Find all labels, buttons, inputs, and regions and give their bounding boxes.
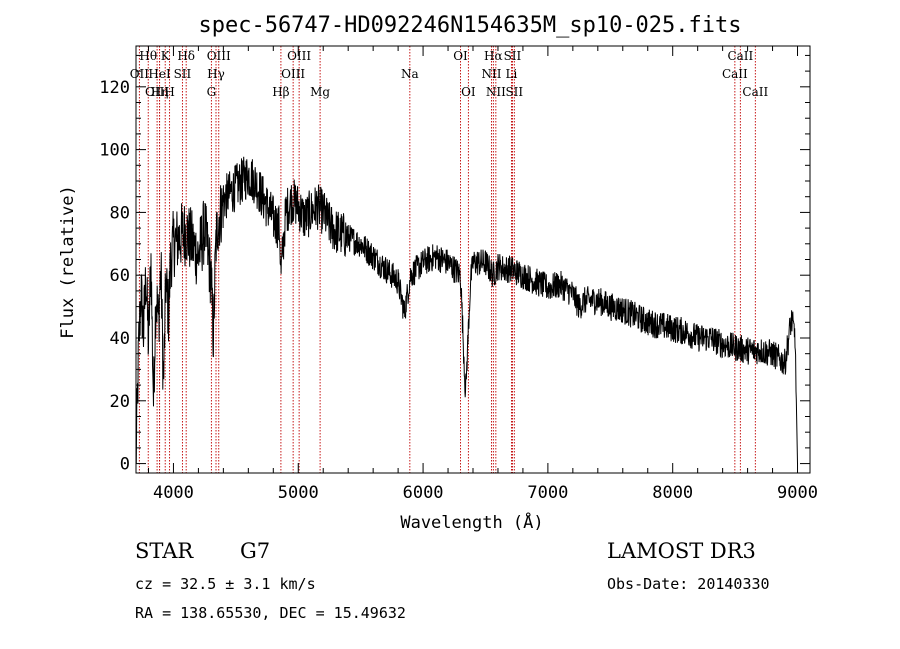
annotation-label: OIII bbox=[281, 67, 305, 81]
chart-title: spec-56747-HD092246N154635M_sp10-025.fit… bbox=[198, 13, 741, 38]
annotation-label: K bbox=[161, 49, 171, 63]
annotation-label: OI bbox=[453, 49, 468, 63]
annotation-label: Hα bbox=[484, 49, 503, 63]
survey-name: LAMOST DR3 bbox=[607, 539, 756, 563]
y-tick-label: 60 bbox=[110, 266, 130, 286]
annotation-label: G bbox=[207, 85, 217, 99]
subclass: G7 bbox=[240, 539, 271, 563]
coordinates: RA = 138.65530, DEC = 15.49632 bbox=[135, 604, 406, 622]
annotation-label: CaII bbox=[722, 67, 748, 81]
x-tick-label: 7000 bbox=[527, 483, 568, 503]
y-tick-label: 20 bbox=[110, 392, 130, 412]
x-tick-label: 8000 bbox=[652, 483, 693, 503]
y-tick-label: 100 bbox=[99, 141, 130, 161]
annotation-label: Li bbox=[506, 67, 518, 81]
annotation-label: Hγ bbox=[207, 67, 225, 81]
y-axis-label: Flux (relative) bbox=[58, 185, 78, 339]
x-tick-label: 6000 bbox=[403, 483, 444, 503]
object-class: STAR bbox=[135, 539, 194, 563]
annotation-label: Hδ bbox=[177, 49, 195, 63]
annotation-label: Mg bbox=[310, 85, 330, 99]
y-tick-label: 120 bbox=[99, 78, 130, 98]
annotation-label: OI bbox=[461, 85, 476, 99]
annotation-label: Hη bbox=[151, 85, 169, 99]
spectrum-line bbox=[135, 156, 798, 464]
annotation-label: NII bbox=[486, 85, 506, 99]
y-tick-label: 80 bbox=[110, 203, 130, 223]
annotation-label: Hθ bbox=[139, 49, 157, 63]
annotation-label: CaII bbox=[727, 49, 753, 63]
annotation-label: SII bbox=[174, 67, 192, 81]
annotation-label: OIII bbox=[207, 49, 231, 63]
annotation-label: SII bbox=[504, 49, 522, 63]
x-tick-label: 5000 bbox=[278, 483, 319, 503]
redshift-velocity: cz = 32.5 ± 3.1 km/s bbox=[135, 575, 316, 593]
x-tick-label: 4000 bbox=[153, 483, 194, 503]
observation-date: Obs-Date: 20140330 bbox=[607, 575, 770, 593]
annotation-label: CaII bbox=[742, 85, 768, 99]
annotation-label: Na bbox=[401, 67, 419, 81]
y-tick-label: 40 bbox=[110, 329, 130, 349]
annotation-label: OIII bbox=[287, 49, 311, 63]
annotation-label: OII bbox=[130, 67, 150, 81]
x-axis-label: Wavelength (Å) bbox=[400, 511, 543, 533]
axis-ticks: 4000 5000 6000 7000 8000 9000 0 20 40 60 80 100 120 bbox=[99, 46, 818, 503]
emission-line-labels: OIIHθOIIIHηHeIKHSIIHδGHγOIIIHβOIIIOIIIMg… bbox=[130, 49, 769, 99]
annotation-label: H bbox=[164, 85, 174, 99]
annotation-label: NII bbox=[481, 67, 501, 81]
y-tick-label: 0 bbox=[120, 455, 130, 475]
annotation-label: OIII bbox=[145, 85, 169, 99]
annotation-label: SII bbox=[505, 85, 523, 99]
annotation-label: Hβ bbox=[272, 85, 289, 99]
annotation-label: HeI bbox=[148, 67, 171, 81]
x-tick-label: 9000 bbox=[777, 483, 818, 503]
